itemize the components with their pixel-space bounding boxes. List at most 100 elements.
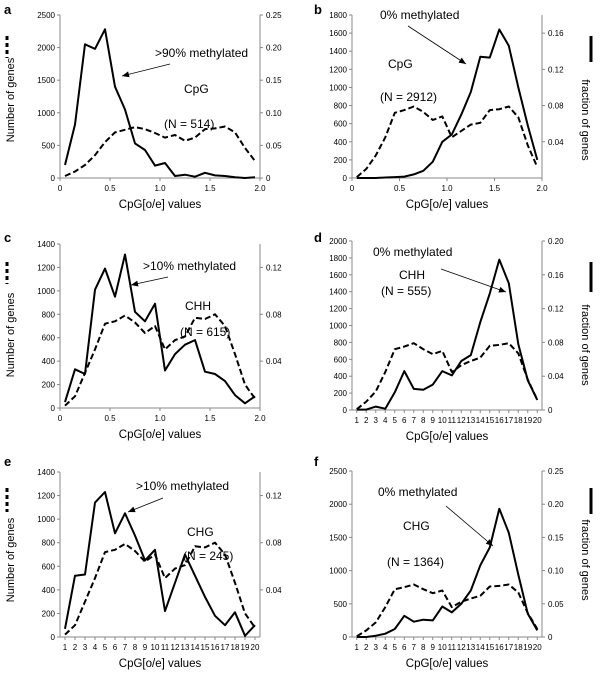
annotation-text: CHH xyxy=(399,268,425,282)
x-tick-label: 15 xyxy=(485,643,494,652)
x-tick-label: 1 xyxy=(63,643,68,652)
right-y-tick-label: 0.15 xyxy=(548,533,564,542)
left-y-tick-label: 400 xyxy=(42,586,56,595)
x-tick-label: 19 xyxy=(523,643,532,652)
right-y-tick-label: 0.20 xyxy=(548,500,564,509)
x-tick-label: 2 xyxy=(73,643,78,652)
x-tick-label: 1.5 xyxy=(489,184,501,193)
x-tick-label: 18 xyxy=(231,643,240,652)
left-y-tick-label: 600 xyxy=(42,334,56,343)
x-tick-label: 1 xyxy=(355,416,360,425)
x-tick-label: 14 xyxy=(476,416,485,425)
right-y-tick-label: 0.08 xyxy=(548,338,564,347)
annotation-text: (N = 2912) xyxy=(380,90,437,104)
x-tick-label: 5 xyxy=(393,643,398,652)
arrow-head-icon xyxy=(128,506,136,513)
x-tick-label: 10 xyxy=(151,643,160,652)
panel-label: c xyxy=(4,230,11,245)
chart-panel-d: 1 2 3 4 5 6 7 8 9 10 11 12 13 14 15 16 17 18 19 20020040060… xyxy=(314,230,593,443)
right-y-tick-label: 0.16 xyxy=(548,271,564,280)
annotation-text: (N = 514) xyxy=(164,117,214,131)
series-line-dashed xyxy=(64,313,256,407)
x-tick-label: 20 xyxy=(533,416,542,425)
x-tick-label: 14 xyxy=(191,643,200,652)
left-y-tick-label: 200 xyxy=(334,389,348,398)
x-tick-label: 12 xyxy=(457,643,466,652)
y-axis-label: fraction of genes xyxy=(579,304,591,386)
x-tick-label: 16 xyxy=(211,643,220,652)
y-axis-label: Number of genes xyxy=(5,57,17,142)
left-y-tick-label: 800 xyxy=(334,102,348,111)
x-tick-label: 2.0 xyxy=(536,184,548,193)
x-tick-label: 13 xyxy=(466,416,475,425)
left-y-tick-label: 800 xyxy=(42,539,56,548)
right-y-tick-label: 0.08 xyxy=(266,310,282,319)
chart-panel-e: 1 2 3 4 5 6 7 8 9 10 11 12 13 14 15 16 17 18 19 20020040060… xyxy=(4,454,282,670)
chart-panel-c: 0 0.5 1.0 1.5 2.0 0 200 400 600 800 1000 1200 1400 0.… xyxy=(4,230,282,441)
right-y-tick-label: 0.15 xyxy=(266,76,282,85)
right-y-tick-label: 0.12 xyxy=(266,263,282,272)
left-y-tick-label: 600 xyxy=(334,120,348,129)
x-tick-label: 2 xyxy=(364,416,369,425)
annotation-text: CHH xyxy=(185,299,211,313)
x-tick-label: 6 xyxy=(402,643,407,652)
right-y-tick-label: 0.10 xyxy=(266,109,282,118)
x-axis-label: CpG[o/e] values xyxy=(406,199,489,211)
left-y-tick-label: 1500 xyxy=(329,533,347,542)
annotation-text: CpG xyxy=(184,82,209,96)
left-y-tick-label: 2500 xyxy=(329,467,347,476)
annotation-arrow xyxy=(407,25,467,65)
right-y-tick-label: 0.08 xyxy=(266,539,282,548)
x-tick-label: 15 xyxy=(201,643,210,652)
series-line-solid xyxy=(64,491,256,637)
x-tick-label: 18 xyxy=(514,643,523,652)
x-tick-label: 0 xyxy=(58,184,63,193)
panel-label: e xyxy=(4,454,11,469)
x-tick-label: 3 xyxy=(374,643,379,652)
left-y-tick-label: 0 xyxy=(343,406,348,415)
left-y-tick-label: 2500 xyxy=(37,11,55,20)
arrow-head-icon xyxy=(131,280,139,287)
series-line-solid xyxy=(356,28,539,179)
x-tick-label: 9 xyxy=(143,643,148,652)
x-tick-label: 4 xyxy=(383,416,388,425)
left-y-tick-label: 800 xyxy=(42,310,56,319)
x-tick-label: 17 xyxy=(504,643,513,652)
annotation-text: CHG xyxy=(403,519,430,533)
x-tick-label: 1.0 xyxy=(441,184,453,193)
x-tick-label: 2.0 xyxy=(254,414,266,423)
left-y-tick-label: 2000 xyxy=(37,44,55,53)
left-y-tick-label: 1400 xyxy=(37,240,55,249)
left-y-tick-label: 400 xyxy=(334,138,348,147)
right-y-tick-label: 0.12 xyxy=(266,492,282,501)
left-y-tick-label: 1600 xyxy=(329,271,347,280)
left-y-tick-label: 1200 xyxy=(329,65,347,74)
x-tick-label: 0.5 xyxy=(394,184,406,193)
series-line-solid xyxy=(356,507,539,638)
x-tick-label: 11 xyxy=(448,643,457,652)
left-y-tick-label: 1400 xyxy=(37,468,55,477)
arrow-head-icon xyxy=(122,71,130,78)
x-tick-label: 8 xyxy=(421,643,426,652)
x-tick-label: 1.0 xyxy=(154,414,166,423)
y-axis-label: Number of genes xyxy=(5,517,17,602)
series-line-dashed xyxy=(356,342,539,410)
x-tick-label: 1.0 xyxy=(154,184,166,193)
chart-panel-b: 0 0.5 1.0 1.5 2.0 0 200 400 600 800 1000 1200 1400 16… xyxy=(314,2,593,211)
series-line-dashed xyxy=(356,583,539,638)
right-y-tick-label: 0 xyxy=(548,406,553,415)
x-tick-label: 19 xyxy=(241,643,250,652)
x-tick-label: 16 xyxy=(495,416,504,425)
annotation-text: >10% methylated xyxy=(136,479,229,493)
right-y-tick-label: 0.20 xyxy=(266,44,282,53)
left-y-tick-label: 1000 xyxy=(329,322,347,331)
annotation-arrow xyxy=(445,505,494,547)
x-tick-label: 1.5 xyxy=(204,414,216,423)
x-axis-label: CpG[o/e] values xyxy=(119,199,202,211)
x-tick-label: 13 xyxy=(466,643,475,652)
y-axis-label: fraction of genes xyxy=(579,519,591,601)
right-y-tick-label: 0.05 xyxy=(266,141,282,150)
left-y-tick-label: 500 xyxy=(334,600,348,609)
x-tick-label: 6 xyxy=(402,416,407,425)
panel-label: f xyxy=(314,454,319,469)
